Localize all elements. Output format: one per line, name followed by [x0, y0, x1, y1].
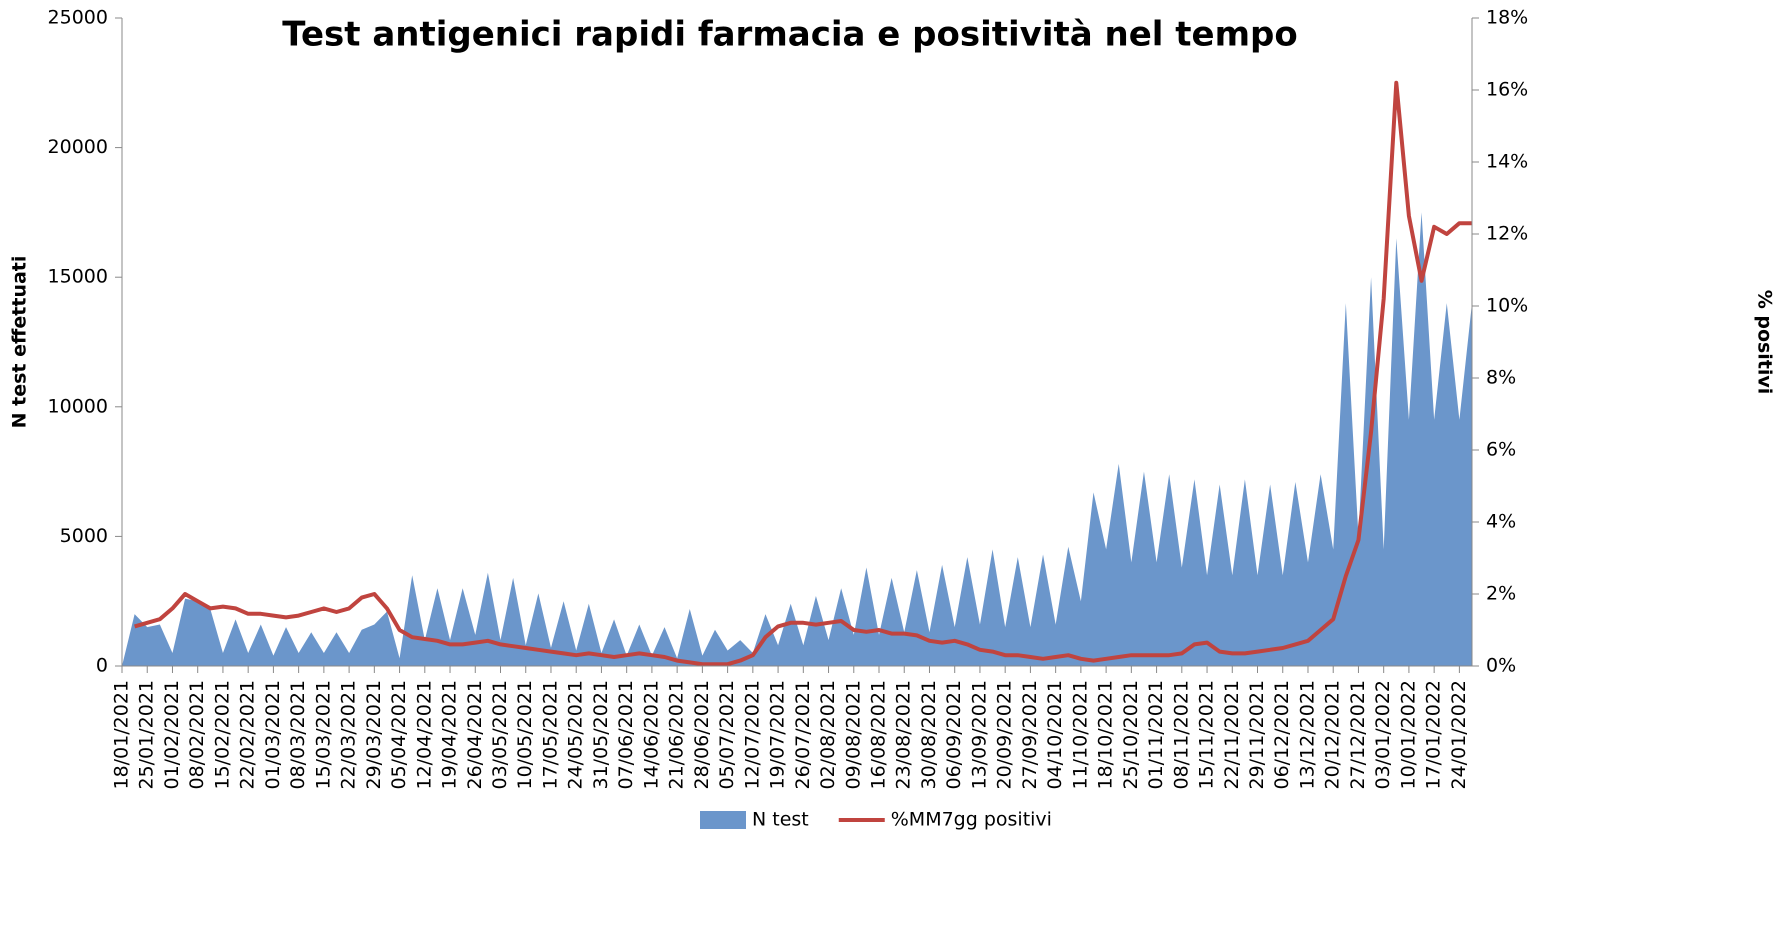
legend-swatch	[700, 811, 746, 829]
x-tick-label: 20/09/2021	[994, 680, 1016, 790]
x-tick-label: 02/08/2021	[817, 680, 839, 790]
x-tick-label: 13/09/2021	[968, 680, 990, 790]
x-tick-label: 17/01/2022	[1423, 680, 1445, 790]
x-tick-label: 31/05/2021	[590, 680, 612, 790]
x-tick-label: 20/12/2021	[1322, 680, 1344, 790]
y2-tick-label: 14%	[1486, 151, 1528, 173]
x-tick-label: 28/06/2021	[691, 680, 713, 790]
x-tick-label: 19/07/2021	[767, 680, 789, 790]
x-tick-label: 19/04/2021	[439, 680, 461, 790]
x-tick-label: 15/11/2021	[1196, 680, 1218, 790]
x-tick-label: 05/07/2021	[716, 680, 738, 790]
x-tick-label: 17/05/2021	[539, 680, 561, 790]
y2-tick-label: 4%	[1486, 511, 1516, 533]
area	[122, 212, 1472, 666]
x-tick-label: 24/01/2022	[1448, 680, 1470, 790]
x-tick-label: 22/03/2021	[338, 680, 360, 790]
x-tick-label: 03/05/2021	[489, 680, 511, 790]
x-tick-label: 26/07/2021	[792, 680, 814, 790]
x-tick-label: 26/04/2021	[464, 680, 486, 790]
x-tick-label: 08/03/2021	[287, 680, 309, 790]
x-tick-label: 04/10/2021	[1044, 680, 1066, 790]
x-tick-label: 07/06/2021	[615, 680, 637, 790]
y-tick-label: 5000	[60, 525, 108, 547]
x-tick-label: 13/12/2021	[1296, 680, 1318, 790]
x-tick-label: 06/09/2021	[943, 680, 965, 790]
y2-tick-label: 2%	[1486, 583, 1516, 605]
x-tick-label: 14/06/2021	[640, 680, 662, 790]
y2-tick-label: 10%	[1486, 295, 1528, 317]
x-tick-label: 22/11/2021	[1221, 680, 1243, 790]
x-tick-label: 08/02/2021	[186, 680, 208, 790]
x-tick-label: 10/05/2021	[514, 680, 536, 790]
y-tick-label: 10000	[48, 395, 108, 417]
x-tick-label: 12/07/2021	[741, 680, 763, 790]
x-tick-label: 21/06/2021	[666, 680, 688, 790]
x-tick-label: 11/10/2021	[1069, 680, 1091, 790]
x-tick-label: 01/02/2021	[161, 680, 183, 790]
x-tick-label: 16/08/2021	[868, 680, 890, 790]
y2-axis-title: % positivi	[1754, 290, 1776, 395]
chart-title: Test antigenici rapidi farmacia e positi…	[282, 15, 1297, 55]
x-tick-label: 25/10/2021	[1120, 680, 1142, 790]
x-tick-label: 05/04/2021	[388, 680, 410, 790]
x-tick-label: 27/09/2021	[1019, 680, 1041, 790]
y2-tick-label: 16%	[1486, 79, 1528, 101]
line	[134, 80, 1472, 667]
y2-tick-label: 12%	[1486, 223, 1528, 245]
x-tick-label: 22/02/2021	[237, 680, 259, 790]
x-tick-label: 01/11/2021	[1145, 680, 1167, 790]
legend-label: N test	[752, 809, 809, 831]
x-tick-label: 30/08/2021	[918, 680, 940, 790]
y-tick-label: 25000	[48, 7, 108, 29]
x-tick-label: 24/05/2021	[565, 680, 587, 790]
x-tick-label: 15/02/2021	[211, 680, 233, 790]
x-tick-label: 10/01/2022	[1397, 680, 1419, 790]
x-tick-label: 01/03/2021	[262, 680, 284, 790]
x-tick-label: 23/08/2021	[893, 680, 915, 790]
y2-tick-label: 6%	[1486, 439, 1516, 461]
x-tick-label: 03/01/2022	[1372, 680, 1394, 790]
x-tick-label: 15/03/2021	[312, 680, 334, 790]
y-tick-label: 20000	[48, 136, 108, 158]
x-tick-label: 09/08/2021	[842, 680, 864, 790]
x-tick-label: 29/11/2021	[1246, 680, 1268, 790]
y-axis-title: N test effettuati	[9, 256, 31, 429]
x-tick-label: 25/01/2021	[136, 680, 158, 790]
y-tick-label: 0	[96, 655, 108, 677]
x-tick-label: 06/12/2021	[1271, 680, 1293, 790]
x-tick-label: 12/04/2021	[413, 680, 435, 790]
x-tick-label: 29/03/2021	[363, 680, 385, 790]
y2-tick-label: 18%	[1486, 7, 1528, 29]
legend-label: %MM7gg positivi	[891, 809, 1052, 831]
y2-tick-label: 8%	[1486, 367, 1516, 389]
y-tick-label: 15000	[48, 266, 108, 288]
x-tick-label: 18/10/2021	[1095, 680, 1117, 790]
x-tick-label: 27/12/2021	[1347, 680, 1369, 790]
x-tick-label: 08/11/2021	[1170, 680, 1192, 790]
y2-tick-label: 0%	[1486, 655, 1516, 677]
x-tick-label: 18/01/2021	[111, 680, 133, 790]
